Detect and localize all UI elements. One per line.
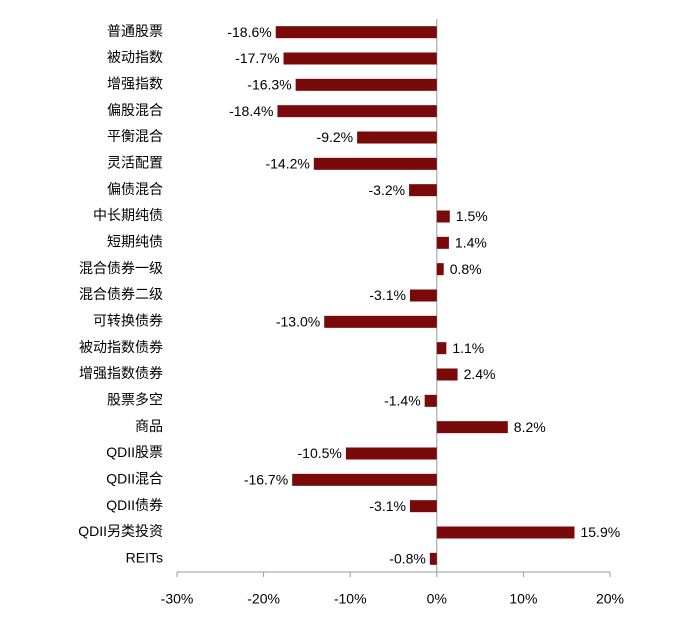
value-label: -1.4% [384, 393, 421, 409]
bar [275, 26, 437, 39]
y-tick-label: 可转换债券 [93, 313, 163, 329]
y-tick-label: 平衡混合 [107, 128, 163, 144]
bar [436, 526, 575, 539]
bar [313, 157, 437, 170]
bar [409, 500, 437, 513]
y-tick-label: QDII债券 [106, 497, 163, 513]
bar [409, 184, 437, 197]
y-tick-label: 普通股票 [107, 23, 163, 39]
value-label: 1.5% [456, 208, 488, 224]
bar [424, 394, 437, 407]
value-label: -16.3% [247, 77, 291, 93]
y-tick-label: QDII股票 [106, 444, 163, 460]
value-label: -14.2% [265, 156, 309, 172]
value-label: -3.2% [369, 182, 406, 198]
bar [436, 263, 444, 276]
bar [277, 105, 437, 118]
value-label: -3.1% [369, 287, 406, 303]
value-label: 1.4% [455, 235, 487, 251]
y-tick-label: 股票多空 [107, 392, 163, 408]
y-tick-label: 混合债券一级 [79, 260, 163, 276]
bar [409, 289, 437, 302]
y-tick-label: 短期纯债 [107, 234, 163, 250]
y-tick-label: 被动指数债券 [79, 339, 163, 355]
x-tick-label: -20% [247, 591, 280, 607]
value-label: -9.2% [317, 129, 354, 145]
y-tick-label: 被动指数 [107, 49, 163, 65]
value-label: -3.1% [369, 498, 406, 514]
y-tick-label: 偏股混合 [107, 102, 163, 118]
y-tick-label: QDII另类投资 [78, 523, 163, 539]
y-tick-label: 偏债混合 [107, 181, 163, 197]
y-tick-label: 增强指数债券 [79, 365, 163, 381]
y-tick-label: QDII混合 [106, 471, 163, 487]
bar [436, 368, 458, 381]
bar [436, 421, 508, 434]
value-label: 1.1% [452, 340, 484, 356]
y-tick-label: REITs [126, 550, 163, 566]
y-tick-label: 灵活配置 [107, 155, 163, 171]
y-tick-label: 中长期纯债 [93, 207, 163, 223]
bar [283, 52, 437, 65]
value-label: 8.2% [514, 419, 546, 435]
x-tick-label: -30% [161, 591, 194, 607]
y-tick-label: 混合债券二级 [79, 286, 163, 302]
x-tick-label: 10% [509, 591, 537, 607]
y-tick-label: 商品 [135, 418, 163, 434]
bar [429, 552, 437, 565]
bar [436, 342, 447, 355]
value-label: 15.9% [580, 524, 620, 540]
bar [345, 447, 437, 460]
value-label: -10.5% [298, 445, 342, 461]
bar [436, 210, 450, 223]
bar [436, 236, 449, 249]
bar [292, 473, 437, 486]
bar [324, 315, 437, 328]
x-tick-label: -10% [334, 591, 367, 607]
value-label: -17.7% [235, 50, 279, 66]
bar [295, 78, 437, 91]
bar [357, 131, 437, 144]
value-label: 0.8% [450, 261, 482, 277]
x-tick-label: 20% [596, 591, 624, 607]
x-tick-label: 0% [427, 591, 447, 607]
value-label: -16.7% [244, 472, 288, 488]
value-label: -18.4% [229, 103, 273, 119]
value-label: 2.4% [464, 366, 496, 382]
value-label: -18.6% [227, 24, 271, 40]
y-tick-label: 增强指数 [107, 76, 163, 92]
value-label: -13.0% [276, 314, 320, 330]
value-label: -0.8% [389, 551, 426, 567]
